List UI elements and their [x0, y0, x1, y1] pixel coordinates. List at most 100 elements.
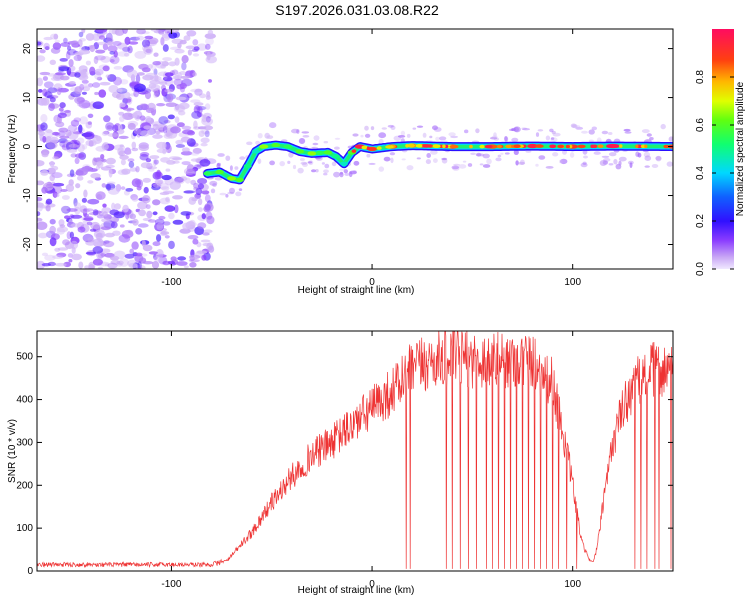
noise-blob [78, 261, 84, 269]
noise-blob [203, 125, 214, 131]
noise-blob [179, 228, 191, 234]
noise-blob [42, 135, 47, 143]
faint-blob [537, 129, 544, 132]
faint-blob [601, 155, 610, 158]
noise-blob [148, 219, 157, 223]
noise-blob [49, 59, 56, 65]
faint-blob [560, 158, 568, 165]
noise-blob [92, 82, 101, 88]
noise-blob [66, 148, 78, 153]
faint-blob [593, 151, 601, 155]
faint-blob [235, 191, 242, 197]
noise-blob [185, 45, 196, 50]
faint-blob [513, 126, 519, 132]
noise-blob [181, 125, 192, 130]
faint-blob [629, 162, 633, 169]
noise-blob [156, 222, 164, 231]
noise-blob [116, 262, 123, 267]
noise-blob [52, 156, 59, 160]
noise-blob [113, 76, 122, 86]
noise-blob [193, 120, 198, 129]
faint-blob [576, 125, 581, 130]
snr-x-tick-label: 0 [369, 579, 375, 590]
spectrogram-y-tick-label: -20 [22, 237, 33, 252]
noise-blob [190, 158, 199, 162]
noise-blob [41, 97, 50, 106]
faint-blob [599, 160, 607, 166]
noise-blob [142, 217, 152, 222]
noise-blob [183, 190, 196, 194]
noise-blob [74, 72, 81, 78]
faint-blob [581, 130, 588, 134]
faint-blob [570, 123, 577, 128]
noise-blob [136, 72, 145, 76]
faint-blob [644, 155, 652, 161]
noise-blob [197, 198, 203, 206]
noise-blob [79, 116, 88, 125]
noise-blob [90, 173, 101, 179]
faint-blob [315, 169, 319, 173]
noise-blob [59, 224, 66, 228]
noise-blob [127, 45, 133, 54]
noise-blob [170, 126, 181, 134]
noise-blob [165, 196, 170, 203]
faint-blob [486, 158, 492, 165]
noise-blob [37, 180, 45, 186]
faint-blob [334, 146, 340, 150]
noise-blob [181, 161, 191, 166]
noise-blob [118, 124, 123, 132]
noise-blob [107, 133, 120, 137]
signal-hotspot [366, 146, 370, 150]
faint-blob [518, 161, 526, 165]
noise-blob [155, 252, 164, 259]
faint-blob [435, 136, 440, 141]
faint-blob [655, 156, 662, 161]
faint-blob [646, 133, 652, 137]
noise-blob [100, 166, 112, 171]
noise-blob [197, 250, 208, 254]
noise-blob [180, 175, 187, 179]
signal-hotspot [409, 143, 416, 148]
noise-blob [204, 103, 211, 110]
snr-y-tick-label: 200 [16, 480, 33, 491]
noise-blob [188, 254, 201, 260]
noise-blob [58, 66, 70, 72]
noise-blob [87, 237, 95, 243]
faint-blob [353, 160, 360, 166]
noise-blob [129, 80, 141, 89]
noise-blob [164, 235, 170, 239]
faint-blob [491, 135, 498, 139]
noise-blob [127, 150, 132, 155]
faint-blob [216, 163, 221, 169]
colorbar: 0.0 0.2 0.4 0.6 0.8 Normalized spectral ampl… [695, 29, 746, 276]
noise-blob [78, 124, 83, 133]
noise-blob [131, 147, 139, 152]
noise-blob [172, 157, 183, 161]
spectrogram-x-tick-label: 100 [564, 277, 581, 288]
noise-blob [135, 252, 143, 257]
noise-blob [107, 262, 118, 269]
faint-blob [453, 163, 461, 166]
faint-blob [545, 166, 554, 169]
noise-blob [49, 226, 57, 231]
signal-hotspot [323, 150, 333, 155]
noise-blob [56, 227, 65, 235]
signal-hotspot [376, 146, 382, 150]
noise-blob [124, 253, 135, 259]
noise-blob [139, 115, 146, 121]
noise-blob [180, 136, 191, 143]
noise-blob [87, 113, 94, 119]
noise-blob [152, 241, 161, 247]
faint-blob [637, 152, 642, 158]
noise-blob [77, 143, 85, 153]
faint-blob [545, 135, 551, 141]
noise-blob [54, 192, 60, 198]
noise-blob [145, 115, 152, 122]
noise-blob [145, 91, 151, 100]
snr-panel: -100 0 100 0 100 200 300 400 500 Height of strai… [7, 330, 674, 596]
noise-blob [119, 144, 124, 148]
noise-blob [95, 145, 107, 152]
noise-blob [189, 222, 197, 227]
noise-blob [156, 234, 162, 242]
noise-blob [96, 214, 105, 219]
